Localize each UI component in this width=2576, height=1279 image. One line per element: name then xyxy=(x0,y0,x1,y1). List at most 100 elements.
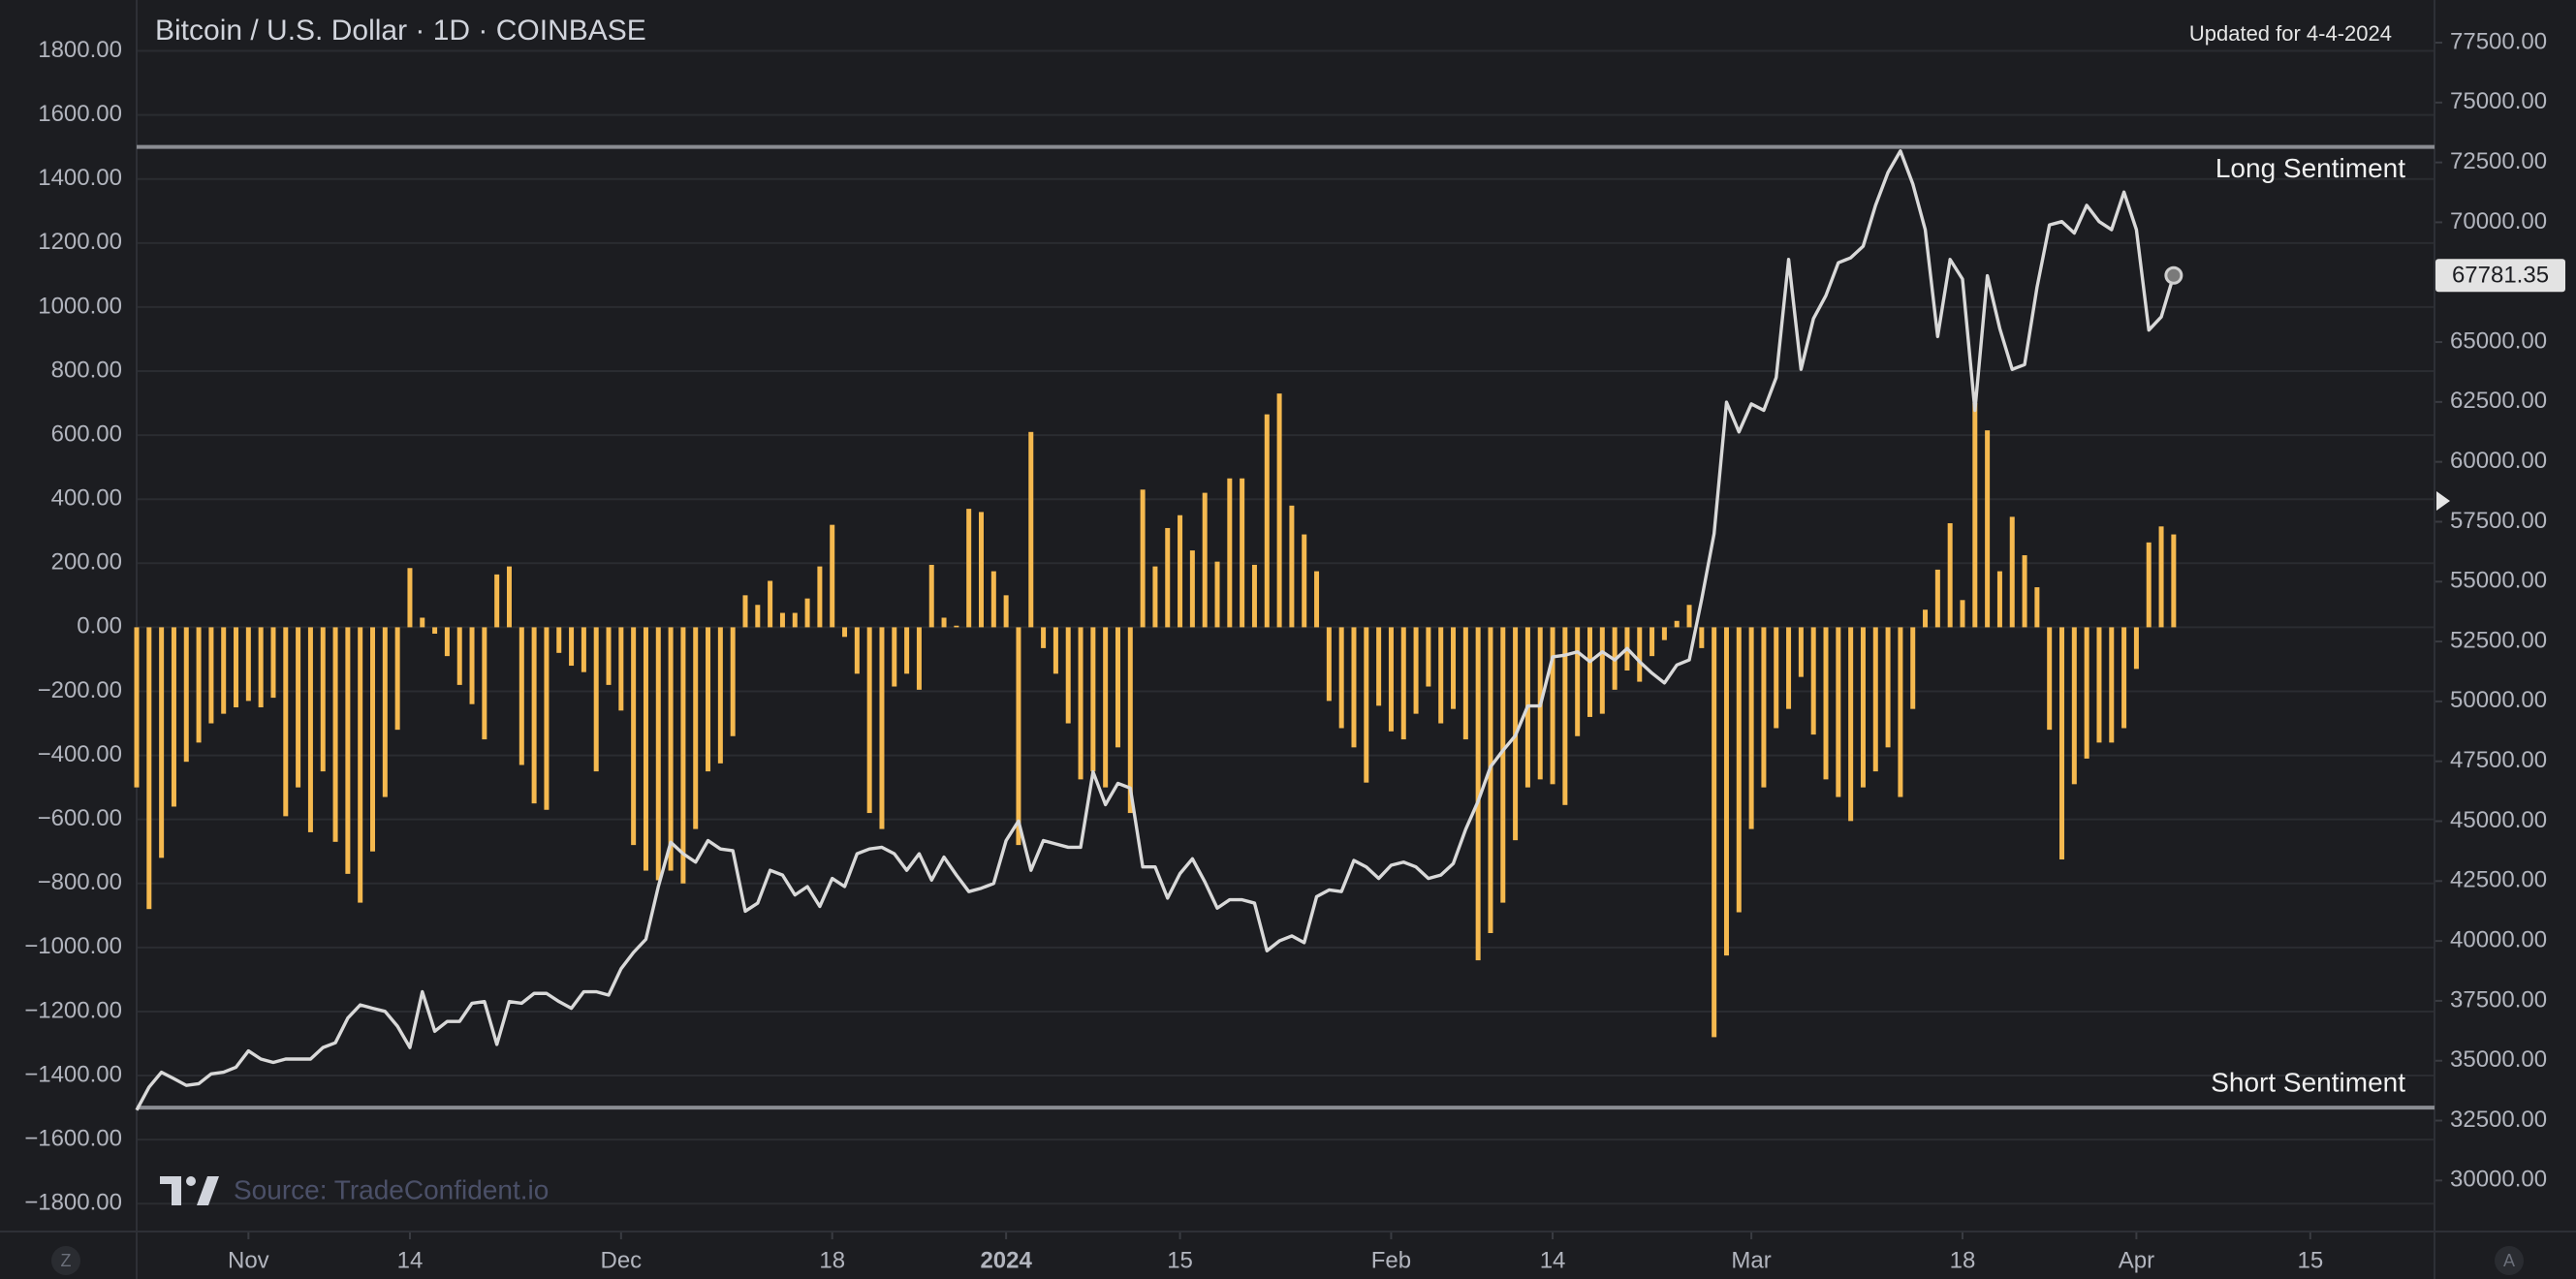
bar xyxy=(2071,627,2077,785)
bar xyxy=(1152,566,1158,628)
bar xyxy=(2096,627,2102,743)
bar xyxy=(2034,587,2040,628)
bar xyxy=(2047,627,2053,731)
bar xyxy=(1240,478,1245,628)
auto-button-label[interactable]: A xyxy=(2503,1251,2515,1270)
bar xyxy=(2009,516,2015,628)
scroll-arrow[interactable] xyxy=(2436,491,2450,511)
bar xyxy=(892,627,897,687)
bar xyxy=(693,627,699,829)
y-tick-label: 1400.00 xyxy=(38,165,122,191)
y2-tick-label: 35000.00 xyxy=(2450,1046,2547,1073)
price-badge xyxy=(2435,259,2565,293)
y-tick-label: 800.00 xyxy=(51,357,122,383)
bar xyxy=(1586,627,1592,717)
y-tick-label: −800.00 xyxy=(38,869,122,895)
bar xyxy=(134,627,140,788)
bar xyxy=(1178,515,1183,628)
bar xyxy=(208,627,214,724)
bar xyxy=(643,627,648,871)
bar xyxy=(1562,627,1568,805)
bar xyxy=(904,627,910,674)
y2-tick-label: 57500.00 xyxy=(2450,508,2547,534)
bar xyxy=(469,627,475,704)
y-tick-label: −1800.00 xyxy=(24,1190,122,1216)
bar xyxy=(1774,627,1779,729)
y-tick-label: −400.00 xyxy=(38,741,122,767)
bar xyxy=(1041,627,1047,648)
bar xyxy=(307,627,313,832)
bar xyxy=(1314,571,1320,628)
bar xyxy=(1376,627,1382,706)
bar xyxy=(506,566,512,628)
bar xyxy=(966,509,972,628)
x-tick-label: 14 xyxy=(1540,1247,1566,1273)
bar xyxy=(1761,627,1767,788)
bar xyxy=(916,627,922,690)
y-tick-label: 600.00 xyxy=(51,421,122,447)
y2-tick-label: 70000.00 xyxy=(2450,208,2547,234)
logo-slash xyxy=(197,1176,219,1205)
y2-tick-label: 42500.00 xyxy=(2450,867,2547,893)
bar xyxy=(2133,627,2139,670)
bar xyxy=(581,627,586,672)
bar xyxy=(1028,431,1034,628)
bar xyxy=(1960,600,1965,628)
bar xyxy=(159,627,165,858)
bar xyxy=(1413,627,1419,714)
bar xyxy=(1227,478,1233,628)
y-tick-label: −1000.00 xyxy=(24,933,122,959)
bar xyxy=(270,627,276,699)
y2-tick-label: 75000.00 xyxy=(2450,88,2547,114)
zoom-button[interactable] xyxy=(51,1246,80,1275)
bar xyxy=(1202,492,1208,628)
bar xyxy=(432,627,438,635)
y2-tick-label: 47500.00 xyxy=(2450,747,2547,773)
bar xyxy=(706,627,711,772)
bar xyxy=(606,627,612,685)
x-tick-label: Apr xyxy=(2119,1247,2154,1273)
bar xyxy=(2146,542,2152,628)
bar xyxy=(1686,605,1692,628)
bar xyxy=(1388,627,1394,732)
bar xyxy=(1289,505,1295,628)
bar xyxy=(245,627,251,702)
bar xyxy=(1426,627,1431,687)
zoom-button-label[interactable]: Z xyxy=(61,1251,72,1270)
bar xyxy=(1351,627,1357,748)
auto-button[interactable] xyxy=(2495,1246,2524,1275)
bar xyxy=(1637,627,1643,682)
x-tick-label: Feb xyxy=(1371,1247,1411,1273)
bar xyxy=(1189,550,1195,628)
bar xyxy=(593,627,599,772)
x-tick-label: 15 xyxy=(2297,1247,2323,1273)
bar xyxy=(1823,627,1829,780)
bar xyxy=(456,627,462,685)
bar xyxy=(1214,561,1220,628)
bar xyxy=(979,512,985,628)
bar xyxy=(1972,403,1978,628)
bar xyxy=(830,524,835,628)
bar xyxy=(1364,627,1369,783)
bar xyxy=(768,580,773,628)
y2-tick-label: 45000.00 xyxy=(2450,807,2547,833)
bar xyxy=(370,627,376,852)
bar xyxy=(1885,627,1891,748)
bar xyxy=(2084,627,2089,759)
bar xyxy=(1923,609,1929,628)
y2-tick-label: 60000.00 xyxy=(2450,448,2547,474)
bar xyxy=(1326,627,1332,702)
bar xyxy=(1985,430,1991,628)
bar xyxy=(928,564,934,628)
bar xyxy=(1127,627,1133,814)
bar xyxy=(2121,627,2127,729)
bar xyxy=(420,617,425,628)
bar xyxy=(1052,627,1058,674)
bar xyxy=(1934,569,1940,628)
x-tick-label: 15 xyxy=(1167,1247,1193,1273)
bar xyxy=(1251,564,1257,628)
bar xyxy=(2059,627,2065,859)
